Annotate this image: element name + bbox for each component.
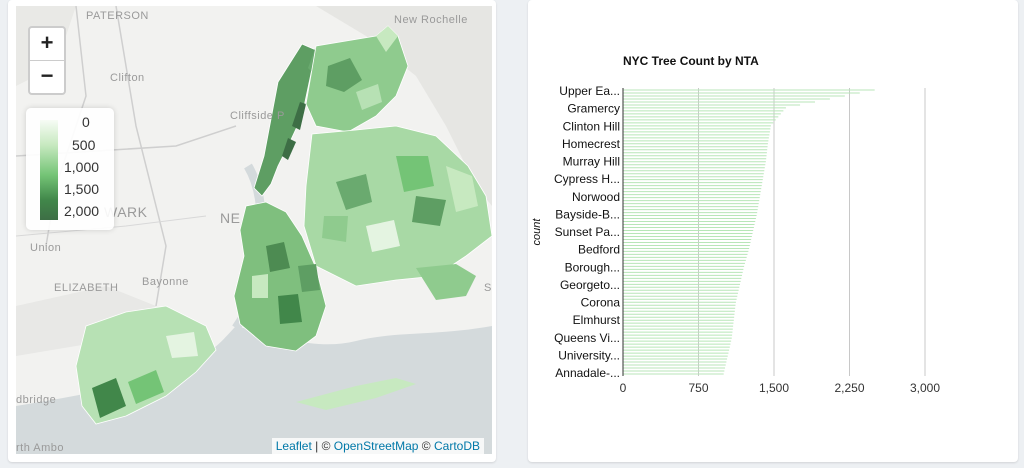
y-tick-label: Georgeto... (560, 278, 620, 292)
bar-chart[interactable]: 0 750 1,500 2,250 3,000 Upper Ea... Gramercy Cl… (528, 0, 1018, 462)
legend-label-2000: 2,000 (64, 203, 100, 219)
y-tick-label: Borough... (565, 260, 620, 274)
x-tick-label: 3,000 (910, 381, 940, 395)
map-label-elizabeth: ELIZABETH (54, 282, 119, 294)
zoom-in-button[interactable]: + (40, 30, 54, 55)
y-axis-label: count (531, 218, 543, 246)
attribution-sep-2: © (418, 439, 434, 453)
y-tick-label: Corona (581, 296, 621, 310)
y-tick-label: Elmhurst (573, 313, 621, 327)
y-tick-label: Bedford (578, 243, 620, 257)
y-tick-label: Norwood (572, 190, 620, 204)
map-panel: PATERSON New Rochelle Clifton Cliffside … (8, 0, 496, 462)
y-tick-label: Murray Hill (563, 155, 620, 169)
map-label-newark: WARK (104, 204, 148, 220)
y-tick-label: Upper Ea... (559, 84, 620, 98)
legend-label-1000: 1,000 (64, 159, 100, 175)
y-tick-label: University... (558, 348, 620, 362)
chart-title: NYC Tree Count by NTA (623, 54, 759, 68)
y-tick-label: Cypress H... (554, 172, 620, 186)
map-label-union: Union (30, 242, 62, 254)
attribution-sep-1: | © (311, 439, 334, 453)
y-tick-label: Annadale-... (555, 366, 620, 380)
chart-panel: NYC Tree Count by NTA 0 750 1,500 2,250 3,00… (528, 0, 1018, 462)
x-tick-label: 2,250 (834, 381, 864, 395)
x-tick-label: 1,500 (759, 381, 789, 395)
map-label-paterson: PATERSON (86, 10, 149, 22)
legend-label-0: 0 (82, 114, 90, 130)
map-attribution: Leaflet | © OpenStreetMap © CartoDB (271, 438, 484, 454)
map-label-cliffside: Cliffside P (230, 110, 285, 122)
map-canvas[interactable]: PATERSON New Rochelle Clifton Cliffside … (16, 6, 492, 454)
openstreetmap-link[interactable]: OpenStreetMap (333, 439, 419, 453)
leaflet-link[interactable]: Leaflet (275, 439, 312, 453)
map-label-ne: NE (220, 210, 241, 226)
map-label-amboy: rth Ambo (16, 442, 65, 454)
zoom-out-button[interactable]: − (30, 60, 64, 93)
map-legend: 0 500 1,000 1,500 2,000 (26, 108, 114, 230)
map-label-new-rochelle: New Rochelle (394, 14, 468, 26)
zoom-control: + − (28, 26, 66, 95)
y-tick-label: Homecrest (562, 137, 621, 151)
map-label-clifton: Clifton (110, 72, 145, 84)
legend-color-gradient (40, 120, 58, 220)
map-label-bridge: dbridge (16, 394, 57, 406)
map-label-s-edge: S (484, 282, 492, 294)
map-background (16, 6, 492, 454)
x-tick-label: 750 (688, 381, 708, 395)
y-tick-label: Gramercy (567, 102, 620, 116)
x-tick-label: 0 (620, 381, 627, 395)
y-tick-label: Sunset Pa... (555, 225, 620, 239)
legend-label-500: 500 (72, 137, 96, 153)
legend-label-1500: 1,500 (64, 181, 100, 197)
y-tick-label: Bayside-B... (555, 207, 620, 221)
y-tick-label: Clinton Hill (563, 119, 620, 133)
y-tick-label: Queens Vi... (554, 331, 620, 345)
cartodb-link[interactable]: CartoDB (433, 439, 480, 453)
map-label-bayonne: Bayonne (142, 276, 189, 288)
